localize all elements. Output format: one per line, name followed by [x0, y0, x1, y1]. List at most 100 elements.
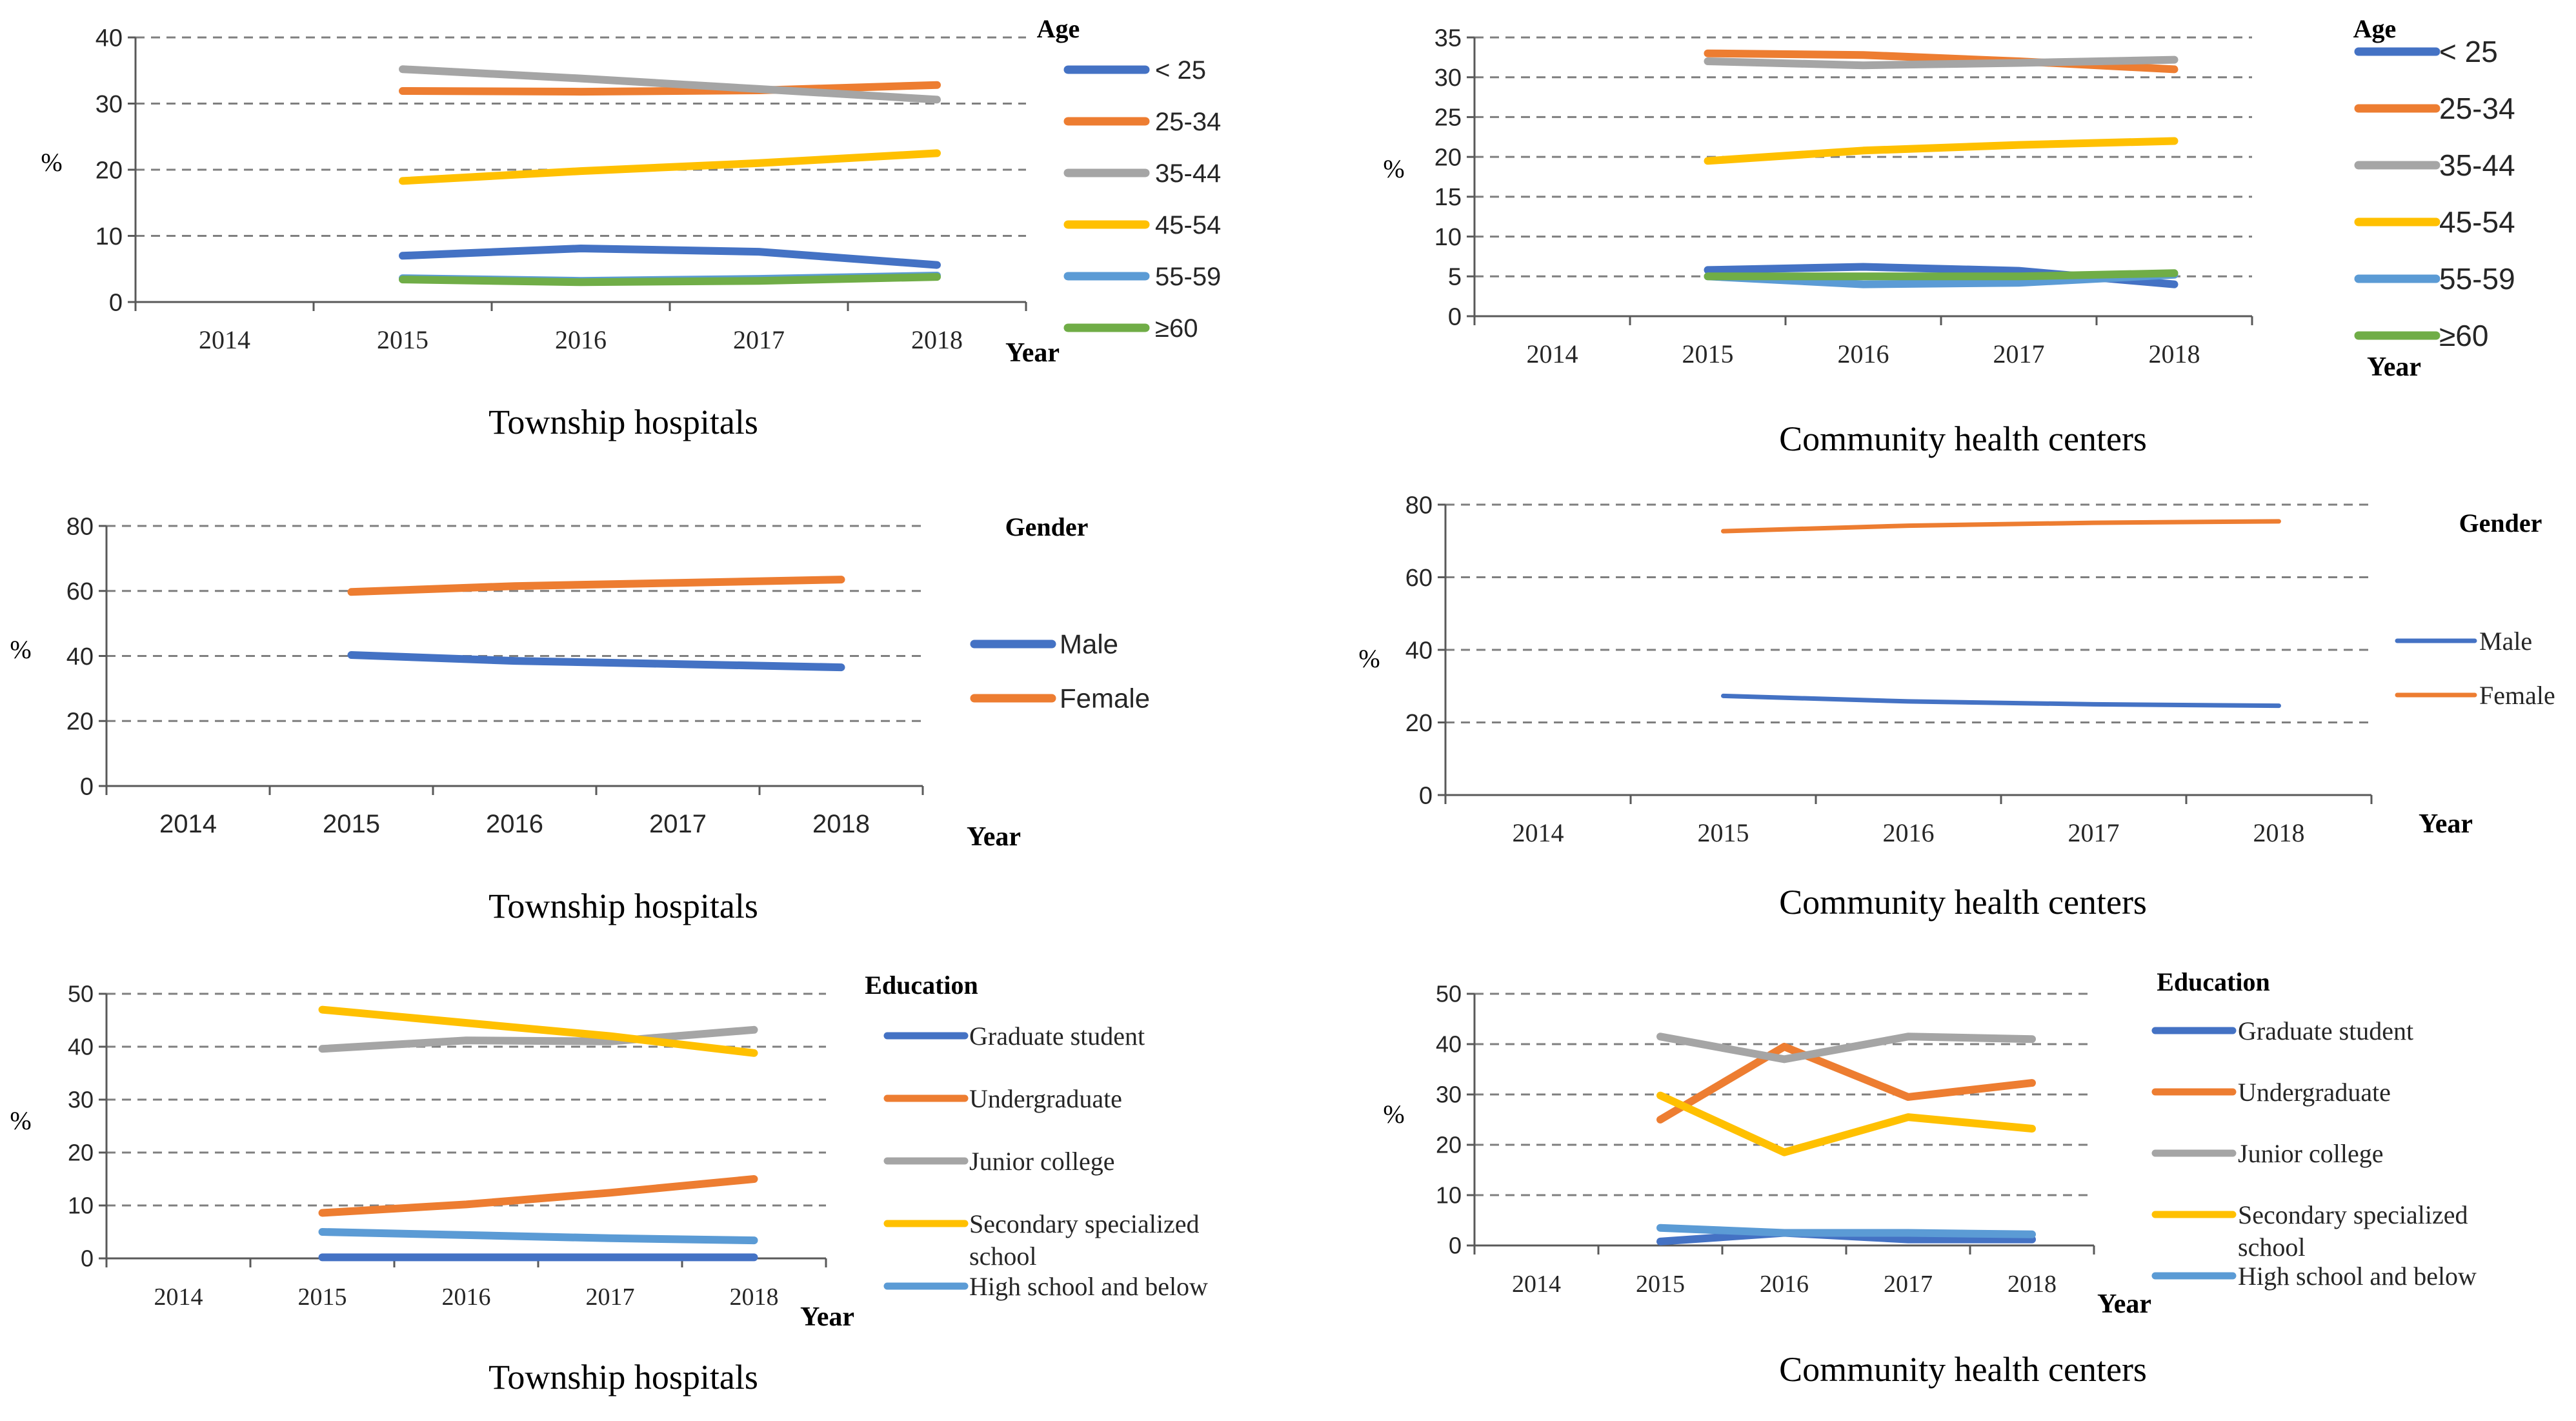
series-line-high-school-and-below	[318, 1228, 758, 1245]
y-tick-label: 35	[1434, 25, 1462, 52]
y-tick-label: 10	[96, 223, 123, 250]
legend-label: 25-34	[2439, 92, 2515, 125]
legend-label: Secondary specialized school	[2238, 1200, 2468, 1262]
legend-label: Undergraduate	[2238, 1078, 2391, 1107]
series-line-35-44	[1704, 55, 2179, 70]
series-line-25-34	[1704, 49, 2179, 74]
y-tick-label: 25	[1434, 105, 1462, 132]
legend-label: Female	[2479, 681, 2555, 710]
legend-title: Gender	[1005, 512, 1089, 541]
x-tick-label: 2015	[298, 1284, 347, 1311]
y-tick-label: 60	[66, 578, 94, 605]
legend: Age < 25 25-34 35-44 45-54 55-59 ≥60	[1037, 14, 1222, 343]
y-tick-label: 40	[1436, 1031, 1462, 1058]
chart-title: Community health centers	[1779, 419, 2147, 458]
series-line-45-54	[1704, 137, 2179, 165]
series-line-male	[1721, 693, 2281, 709]
series-line-45-54	[399, 149, 941, 185]
series-line-junior-college	[1656, 1033, 2036, 1063]
x-tick-label: 2015	[1698, 818, 1749, 847]
y-tick-label: 30	[68, 1087, 94, 1113]
chart-title: Community health centers	[1779, 1350, 2147, 1389]
y-axis-label: %	[1358, 644, 1380, 673]
x-tick-label: 2018	[812, 810, 870, 838]
legend: Gender Male Female	[2395, 509, 2555, 710]
x-tick-label: 2014	[1527, 339, 1578, 368]
y-axis-label: %	[1383, 154, 1404, 183]
y-tick-label: 10	[1434, 224, 1462, 251]
y-tick-label: 20	[1436, 1132, 1462, 1158]
chart-township-education: 0 10 20 30 40 50 2014 2015 2016 2017 2018% Year Town…	[10, 971, 1208, 1396]
legend-label: High school and below	[969, 1272, 1208, 1301]
chart-title: Township hospitals	[488, 403, 758, 441]
x-tick-label: 2015	[323, 810, 380, 838]
y-axis-label: %	[10, 635, 31, 664]
y-tick-label: 0	[1419, 782, 1433, 809]
y-tick-label: 0	[1449, 1233, 1462, 1259]
x-tick-label: 2016	[1760, 1271, 1809, 1298]
series-line-60	[1704, 269, 2179, 281]
y-tick-label: 0	[81, 1245, 94, 1272]
x-tick-label: 2014	[159, 810, 217, 838]
legend: Education Graduate student Undergraduate Ju…	[2151, 967, 2477, 1291]
x-tick-label: 2018	[2007, 1271, 2057, 1298]
y-axis-label: %	[10, 1106, 31, 1135]
y-tick-label: 30	[1436, 1082, 1462, 1108]
x-axis-label: Year	[2419, 809, 2473, 839]
y-tick-label: 15	[1434, 184, 1462, 211]
legend-label: < 25	[2439, 35, 2498, 68]
legend-label: High school and below	[2238, 1262, 2477, 1291]
chart-title: Township hospitals	[488, 887, 758, 925]
series-line-undergraduate	[1656, 1042, 2036, 1124]
x-tick-label: 2018	[730, 1284, 779, 1311]
y-tick-label: 50	[1436, 981, 1462, 1007]
legend-label: 45-54	[2439, 205, 2515, 239]
y-tick-label: 50	[68, 981, 94, 1007]
y-tick-label: 20	[1434, 144, 1462, 171]
y-tick-label: 20	[96, 157, 123, 184]
chart-township-age: 0 10 20 30 40 2014 2015 2016 2017 2018% Year Townsh…	[41, 14, 1221, 441]
chart-title: Community health centers	[1779, 883, 2147, 922]
y-tick-label: 60	[1405, 565, 1433, 592]
legend-label: Graduate student	[969, 1022, 1145, 1051]
x-tick-label: 2018	[2253, 818, 2305, 847]
y-tick-label: 40	[1405, 637, 1433, 664]
x-tick-label: 2014	[1513, 818, 1564, 847]
x-tick-label: 2017	[1993, 339, 2045, 368]
x-tick-label: 2016	[442, 1284, 491, 1311]
chart-township-gender: 0 20 40 60 80 2014 2015 2016 2017 2018% Year Townsh…	[10, 512, 1150, 925]
x-tick-label: 2015	[377, 325, 428, 354]
x-tick-label: 2018	[2149, 339, 2200, 368]
legend-title: Age	[2353, 14, 2397, 43]
x-tick-label: 2015	[1636, 1271, 1685, 1298]
x-tick-label: 2015	[1682, 339, 1734, 368]
x-tick-label: 2016	[1838, 339, 1889, 368]
x-tick-label: 2014	[1512, 1271, 1561, 1298]
x-tick-label: 2017	[733, 325, 785, 354]
legend-label: Male	[1060, 629, 1118, 660]
series-line-secondary-specialized-school	[318, 1005, 758, 1057]
x-tick-label: 2017	[1884, 1271, 1933, 1298]
x-axis-label: Year	[2367, 352, 2421, 382]
legend-label: 35-44	[2439, 148, 2515, 182]
legend-label: 55-59	[2439, 262, 2515, 296]
legend-label: 35-44	[1155, 159, 1221, 188]
x-tick-label: 2018	[911, 325, 963, 354]
chart-community-age: 0 5 10 15 20 25 30 35 2014 2015 2016 2017 2018% Year C…	[1383, 14, 2515, 458]
y-tick-label: 0	[1448, 303, 1462, 330]
x-tick-label: 2017	[586, 1284, 635, 1311]
x-tick-label: 2016	[1883, 818, 1935, 847]
y-tick-label: 0	[109, 289, 123, 316]
x-axis-label: Year	[967, 822, 1021, 852]
legend: Age < 25 25-34 35-44 45-54 55-59 ≥60	[2353, 14, 2515, 352]
y-tick-label: 20	[68, 1140, 94, 1166]
chart-community-gender: 0 20 40 60 80 2014 2015 2016 2017 2018% Year Commun…	[1358, 492, 2555, 922]
x-tick-label: 2014	[154, 1284, 203, 1311]
legend-label: Undergraduate	[969, 1084, 1122, 1113]
series-line-60	[399, 273, 941, 287]
y-tick-label: 80	[1405, 492, 1433, 519]
y-tick-label: 40	[96, 25, 123, 52]
legend-label: ≥60	[2439, 319, 2488, 352]
legend-label: Male	[2479, 627, 2532, 656]
